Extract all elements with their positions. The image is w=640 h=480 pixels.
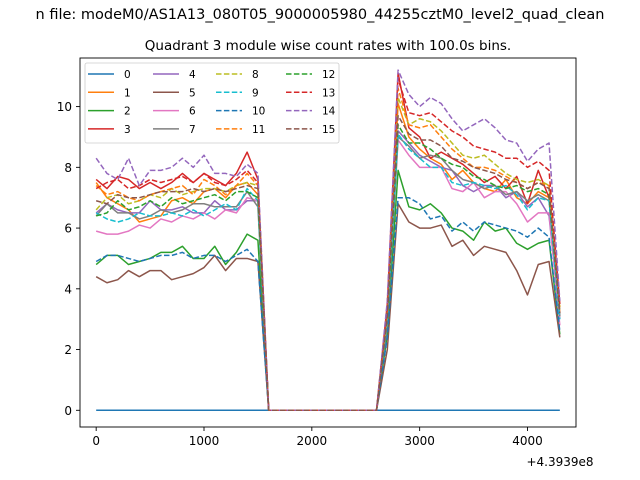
legend-label-7: 7 (189, 124, 196, 136)
legend-label-6: 6 (189, 106, 196, 118)
legend-label-13: 13 (322, 87, 335, 99)
y-tick-label: 8 (64, 161, 72, 175)
x-tick-label: 2000 (297, 434, 328, 448)
legend-box (84, 62, 340, 144)
legend-label-4: 4 (189, 69, 196, 81)
x-tick-label: 4000 (512, 434, 543, 448)
legend-label-3: 3 (124, 124, 131, 136)
x-tick-label: 1000 (189, 434, 220, 448)
legend-label-10: 10 (252, 106, 265, 118)
x-axis: 0 1000 2000 3000 4000 (92, 427, 543, 448)
x-tick-label: 0 (92, 434, 100, 448)
y-tick-label: 4 (64, 282, 72, 296)
legend-label-12: 12 (322, 69, 335, 81)
legend-label-14: 14 (322, 106, 336, 118)
plot-frame (79, 57, 577, 428)
legend-label-1: 1 (124, 87, 131, 99)
chart-title: Quadrant 3 module wise count rates with … (145, 38, 511, 54)
y-tick-label: 10 (57, 100, 72, 114)
y-tick-label: 6 (64, 222, 72, 236)
legend-label-5: 5 (189, 87, 196, 99)
series-line-15 (95, 114, 561, 412)
legend-label-0: 0 (124, 69, 131, 81)
legend-label-15: 15 (322, 124, 335, 136)
y-axis: 0 2 4 6 8 10 (57, 100, 80, 418)
y-tick-label: 0 (64, 404, 72, 418)
y-tick-label: 2 (64, 343, 72, 357)
series-layer (95, 69, 561, 412)
figure-suptitle: n file: modeM0/AS1A13_080T05_9000005980_… (36, 7, 605, 23)
legend-label-8: 8 (252, 69, 259, 81)
x-tick-label: 3000 (404, 434, 435, 448)
legend-label-9: 9 (252, 87, 259, 99)
x-axis-offset-label: +4.3939e8 (526, 455, 593, 469)
legend-label-2: 2 (124, 106, 131, 118)
legend-label-11: 11 (252, 124, 265, 136)
series-line-10 (95, 196, 561, 412)
